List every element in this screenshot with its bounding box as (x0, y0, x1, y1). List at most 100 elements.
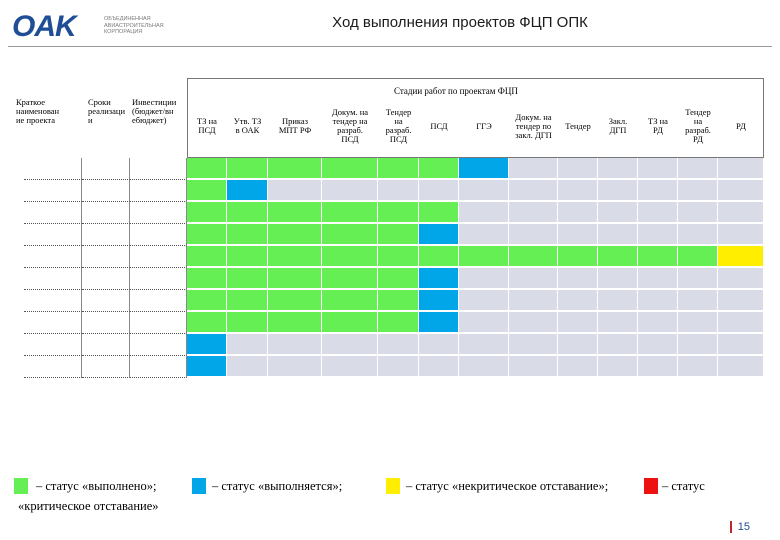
legend-critical-cont: «критическое отставание» (18, 499, 159, 513)
status-cell (509, 312, 558, 333)
status-cell (718, 224, 764, 245)
stage-header-line: ПСД (430, 120, 448, 131)
project-info-cell (130, 202, 187, 224)
status-cell (268, 312, 322, 333)
status-cell (322, 334, 378, 355)
status-cell (378, 268, 419, 289)
project-info-cell (24, 290, 82, 312)
status-cell (718, 312, 764, 333)
project-info-cell (24, 158, 82, 180)
status-cell (419, 246, 459, 267)
status-cell (227, 356, 268, 377)
project-info-cell (130, 224, 187, 246)
status-cell (378, 356, 419, 377)
legend-critical: – статус (662, 479, 705, 493)
project-info-cell (130, 158, 187, 180)
stage-header-line: разраб. (337, 125, 363, 135)
stage-header-line: ГГЭ (476, 120, 492, 131)
status-cell (678, 158, 718, 179)
status-cell (509, 290, 558, 311)
status-cell (322, 246, 378, 267)
stage-header-line: ПСД (389, 134, 408, 144)
project-info-cell (82, 268, 130, 290)
status-cell (227, 268, 268, 289)
status-cell (459, 180, 509, 201)
left-header-line: Краткое (16, 97, 46, 107)
status-cell (509, 158, 558, 179)
status-cell (187, 312, 227, 333)
status-cell (322, 202, 378, 223)
left-header-line: Сроки (88, 97, 111, 107)
project-info-cell (82, 290, 130, 312)
stage-header-line: РД (693, 134, 703, 144)
status-cell (227, 334, 268, 355)
status-cell (598, 268, 638, 289)
project-info-cell (130, 180, 187, 202)
stage-header-line: ДГП (609, 125, 627, 135)
status-cell (718, 202, 764, 223)
project-info-cell (24, 268, 82, 290)
legend-in-progress: – статус «выполняется»; (212, 479, 343, 493)
status-cell (227, 224, 268, 245)
project-info-cell (24, 312, 82, 334)
left-header-line: реализаци (88, 106, 125, 116)
legend-swatch-done (14, 478, 28, 494)
project-info-cell (82, 246, 130, 268)
stage-header-line: Тендер (385, 107, 412, 117)
project-info-cell (82, 224, 130, 246)
status-cell (322, 356, 378, 377)
status-cell (459, 356, 509, 377)
status-cell (419, 158, 459, 179)
company-logo: OAK Объединенная авиастроительная корпор… (12, 10, 172, 46)
legend-swatch-noncritical (386, 478, 400, 494)
status-cell (678, 202, 718, 223)
status-cell (419, 356, 459, 377)
status-cell (678, 334, 718, 355)
status-cell (598, 180, 638, 201)
stage-header-line: закл. ДГП (515, 129, 552, 140)
status-cell (227, 290, 268, 311)
status-cell (268, 246, 322, 267)
status-cell (459, 334, 509, 355)
status-cell (638, 246, 678, 267)
status-cell (558, 202, 598, 223)
status-cell (268, 224, 322, 245)
status-cell (718, 158, 764, 179)
status-cell (638, 180, 678, 201)
project-info-cell (82, 158, 130, 180)
left-header-line: Инвестиции (132, 97, 177, 107)
stage-header-line: на (394, 116, 403, 126)
status-cell (419, 224, 459, 245)
status-cell (378, 312, 419, 333)
status-cell (268, 356, 322, 377)
legend-swatch-in-progress (192, 478, 206, 494)
status-cell (558, 224, 598, 245)
status-cell (378, 246, 419, 267)
status-cell (459, 202, 509, 223)
status-cell (378, 202, 419, 223)
status-cell (638, 224, 678, 245)
status-cell (268, 158, 322, 179)
stage-header-line: ПСД (341, 134, 359, 144)
status-cell (718, 290, 764, 311)
page-title: Ход выполнения проектов ФЦП ОПК (332, 14, 588, 31)
project-status-table: Стадии работ по проектам ФЦП Краткое наим… (16, 78, 764, 378)
stage-header-line: Тендер (685, 107, 711, 117)
status-cell (558, 356, 598, 377)
status-cell (678, 224, 718, 245)
project-info-cell (130, 246, 187, 268)
project-info-cell (130, 290, 187, 312)
status-cell (187, 334, 227, 355)
status-cell (509, 268, 558, 289)
logo-mark: OAK (12, 10, 77, 43)
status-cell (459, 312, 509, 333)
status-cell (187, 356, 227, 377)
stage-header-line: разраб. (385, 125, 412, 135)
status-cell (558, 290, 598, 311)
status-cell (378, 224, 419, 245)
logo-text: Объединенная авиастроительная корпорация (104, 16, 164, 35)
status-cell (459, 246, 509, 267)
status-cell (509, 224, 558, 245)
status-cell (322, 268, 378, 289)
status-cell (638, 290, 678, 311)
